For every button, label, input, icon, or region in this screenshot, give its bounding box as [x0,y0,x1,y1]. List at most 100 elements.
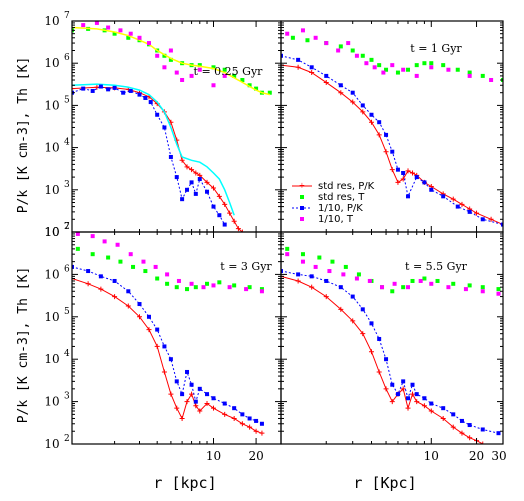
data-point [231,415,237,421]
data-point [85,281,91,287]
data-point [296,57,301,62]
data-point [336,48,341,53]
data-point [324,73,329,78]
data-point [222,201,228,207]
data-point [112,85,117,90]
data-point [197,408,203,414]
data-point [350,294,355,299]
series-2-1 [75,246,264,292]
data-point [384,67,389,72]
data-point [244,287,249,292]
data-point [480,427,485,432]
data-point [338,90,344,96]
data-point [197,63,202,68]
data-point [121,90,126,95]
data-point [324,41,329,46]
data-point [112,278,117,283]
y-tick-exponent: 2 [64,222,70,232]
panel-frame-0 [71,20,282,233]
data-point [435,278,440,283]
data-point [401,285,406,290]
data-point [162,65,167,70]
y-axis-title-top: P/k [K cm-3], Th [K] [16,57,31,214]
data-point [330,259,335,264]
series-line [281,270,499,434]
legend-item-2: 1/10, P/K [292,203,363,214]
data-point [239,421,245,427]
panel-2-series [72,232,265,436]
data-point [422,61,427,66]
data-point [210,405,216,411]
data-point [232,283,237,288]
data-point [338,285,343,290]
data-point [300,28,305,33]
data-point [346,41,351,46]
data-point [327,269,332,274]
data-point [368,119,374,125]
y-tick-label: 10 [44,395,59,409]
data-point [216,193,222,199]
legend-label-0: std res, P/K [318,181,375,192]
data-point [467,73,472,78]
data-point [459,201,465,207]
data-point [480,73,485,78]
data-point [193,170,199,176]
data-point [193,191,198,196]
series-line [72,85,226,225]
data-point [128,252,133,257]
series-1-3 [285,28,494,82]
data-point [392,281,397,286]
data-point [184,399,190,405]
data-point [350,318,356,324]
data-point [338,44,343,49]
data-point [155,53,160,58]
panel-label-2: t = 3 Gyr [220,260,272,273]
data-point [338,83,343,88]
data-point [367,278,372,283]
data-point [259,289,264,294]
y-tick-labels: 10 210 310 410 510 610 710 210 310 410 510 610 7 [44,11,70,451]
data-point [189,382,194,387]
data-point [247,285,252,290]
panel-label-3: t = 5.5 Gyr [405,260,468,273]
y-tick-label: 10 [44,352,59,366]
data-point [112,294,118,300]
data-point [162,125,167,130]
data-point [247,416,252,421]
data-point [467,209,472,214]
y-tick-exponent: 6 [64,264,70,274]
series-2-0 [72,276,265,436]
data-point [222,401,227,406]
data-point [369,57,374,62]
data-point [90,252,95,257]
series-line [72,86,243,232]
series-line [72,83,235,216]
data-point [222,73,227,78]
data-point [204,401,210,407]
y-tick-exponent: 4 [64,138,70,148]
series-2-3 [75,232,264,294]
data-point [168,154,173,159]
data-point [496,431,501,436]
data-point [253,428,259,434]
legend-plus-0: + [299,181,305,192]
y-tick-exponent: 7 [64,222,70,232]
y-tick-exponent: 3 [64,180,70,190]
x-tick-label: 30 [491,449,506,463]
data-point [422,396,427,401]
data-point [467,435,473,441]
data-point [185,187,190,192]
data-point [174,379,179,384]
data-point [193,399,198,404]
figure-frame [71,20,504,445]
data-point [90,88,95,93]
data-point [205,281,210,286]
series-1-0 [281,62,503,228]
data-point [137,35,142,40]
data-point [429,401,434,406]
data-point [376,369,382,375]
data-point [383,149,389,155]
data-point [211,396,216,401]
data-point [309,274,314,279]
